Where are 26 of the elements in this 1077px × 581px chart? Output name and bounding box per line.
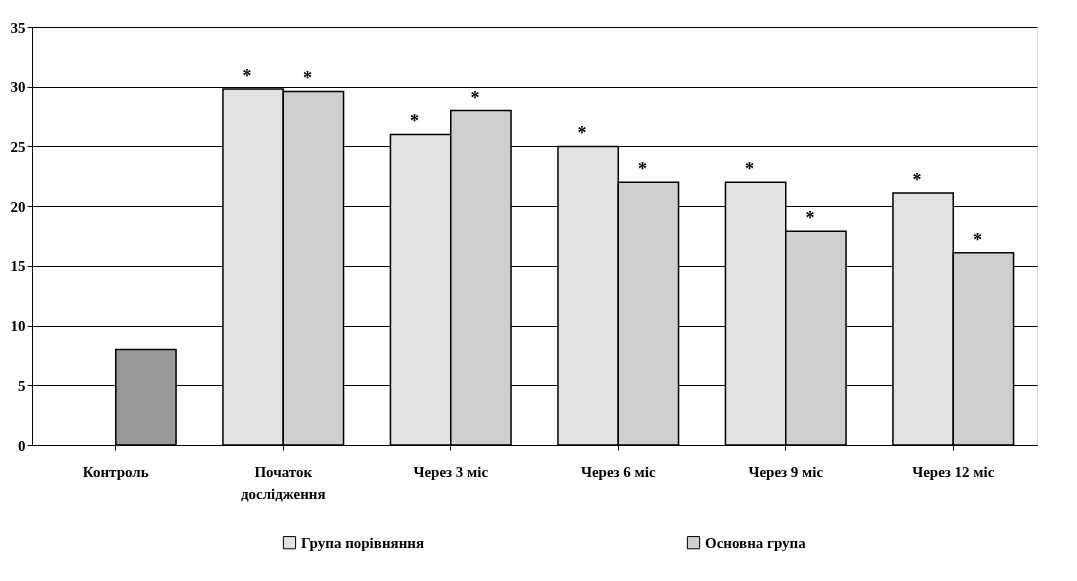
x-tick-label: Через 3 міс xyxy=(413,463,489,480)
x-tick-label: Через 6 міс xyxy=(580,463,656,480)
annotation: * xyxy=(972,229,982,250)
y-tick-label: 5 xyxy=(18,377,26,394)
annotation: * xyxy=(302,68,312,89)
annotation: * xyxy=(637,159,647,180)
annotation: * xyxy=(745,159,755,180)
y-tick-label: 0 xyxy=(18,437,26,454)
annotation: * xyxy=(470,87,480,108)
annotation: * xyxy=(242,66,252,87)
x-tick-label: Контроль xyxy=(82,463,149,480)
y-tick-label: 35 xyxy=(10,19,26,36)
annotation: * xyxy=(805,208,815,229)
y-tick-label: 20 xyxy=(10,198,26,215)
annotation: * xyxy=(410,111,420,132)
x-tick-label: Через 9 міс xyxy=(748,463,824,480)
legend-label: Група порівняння xyxy=(301,534,425,551)
x-tick-label: Через 12 міс xyxy=(912,463,995,480)
y-tick-label: 30 xyxy=(10,79,26,96)
y-tick-label: 25 xyxy=(10,138,26,155)
x-tick-label: Початок дослідження xyxy=(240,463,326,502)
y-tick-label: 15 xyxy=(10,258,26,275)
annotation: * xyxy=(912,170,922,191)
legend-label: Основна група xyxy=(705,534,807,551)
annotation: * xyxy=(577,123,587,144)
y-tick-label: 10 xyxy=(10,318,26,335)
